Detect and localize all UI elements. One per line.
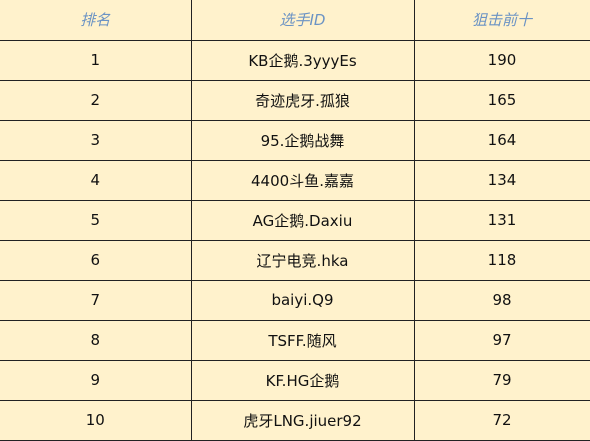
table-row: 2 奇迹虎牙.孤狼 165 xyxy=(0,79,590,121)
rank-cell: 8 xyxy=(0,319,192,361)
table-row: 8 TSFF.随风 97 xyxy=(0,319,590,361)
rank-cell: 2 xyxy=(0,79,192,121)
player-id-cell: 95.企鹅战舞 xyxy=(190,119,415,161)
rank-cell: 6 xyxy=(0,239,192,281)
player-id-cell: 4400斗鱼.嘉嘉 xyxy=(190,159,415,201)
rank-cell: 7 xyxy=(0,279,192,321)
table-row: 4 4400斗鱼.嘉嘉 134 xyxy=(0,159,590,201)
rank-cell: 1 xyxy=(0,39,192,81)
kills-cell: 165 xyxy=(413,79,590,121)
player-id-cell: TSFF.随风 xyxy=(190,319,415,361)
rank-cell: 5 xyxy=(0,199,192,241)
kills-cell: 118 xyxy=(413,239,590,281)
table-row: 9 KF.HG企鹅 79 xyxy=(0,359,590,401)
kills-cell: 98 xyxy=(413,279,590,321)
player-id-cell: baiyi.Q9 xyxy=(190,279,415,321)
player-id-cell: AG企鹅.Daxiu xyxy=(190,199,415,241)
kills-cell: 164 xyxy=(413,119,590,161)
rank-cell: 3 xyxy=(0,119,192,161)
player-id-cell: KB企鹅.3yyyEs xyxy=(190,39,415,81)
table-row: 3 95.企鹅战舞 164 xyxy=(0,119,590,161)
rank-cell: 10 xyxy=(0,399,192,441)
player-id-cell: KF.HG企鹅 xyxy=(190,359,415,401)
table-row: 5 AG企鹅.Daxiu 131 xyxy=(0,199,590,241)
kills-cell: 97 xyxy=(413,319,590,361)
table-row: 6 辽宁电竞.hka 118 xyxy=(0,239,590,281)
header-kills: 狙击前十 xyxy=(413,0,590,41)
rank-cell: 9 xyxy=(0,359,192,401)
header-player-id: 选手ID xyxy=(190,0,415,41)
kills-cell: 134 xyxy=(413,159,590,201)
player-id-cell: 辽宁电竞.hka xyxy=(190,239,415,281)
header-row: 排名 选手ID 狙击前十 xyxy=(0,0,590,41)
kills-cell: 131 xyxy=(413,199,590,241)
kills-cell: 79 xyxy=(413,359,590,401)
rank-cell: 4 xyxy=(0,159,192,201)
kills-cell: 190 xyxy=(413,39,590,81)
table-row: 10 虎牙LNG.jiuer92 72 xyxy=(0,399,590,441)
player-id-cell: 虎牙LNG.jiuer92 xyxy=(190,399,415,441)
kills-cell: 72 xyxy=(413,399,590,441)
header-rank: 排名 xyxy=(0,0,192,41)
table-row: 7 baiyi.Q9 98 xyxy=(0,279,590,321)
player-id-cell: 奇迹虎牙.孤狼 xyxy=(190,79,415,121)
table-row: 1 KB企鹅.3yyyEs 190 xyxy=(0,39,590,81)
